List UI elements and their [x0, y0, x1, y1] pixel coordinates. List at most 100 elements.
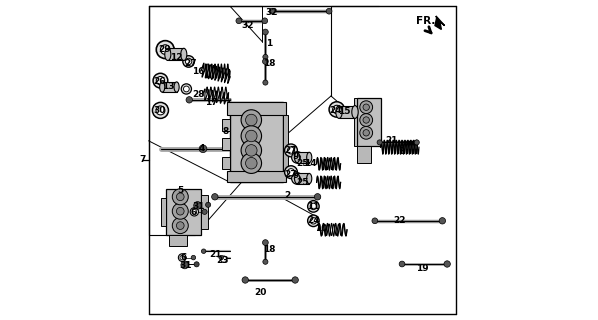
Circle shape — [176, 193, 184, 201]
Text: 27: 27 — [285, 170, 297, 179]
Circle shape — [263, 59, 269, 64]
Circle shape — [329, 102, 344, 117]
Circle shape — [212, 194, 218, 200]
Text: 4: 4 — [198, 144, 205, 153]
Circle shape — [185, 58, 192, 65]
Circle shape — [444, 261, 450, 267]
Text: 24: 24 — [307, 216, 320, 225]
Circle shape — [399, 261, 405, 267]
Text: 7: 7 — [140, 156, 146, 164]
Circle shape — [269, 8, 275, 14]
Text: 2: 2 — [285, 191, 291, 200]
Text: 22: 22 — [393, 216, 406, 225]
Text: 9: 9 — [292, 172, 299, 180]
Circle shape — [178, 254, 186, 261]
Text: 6: 6 — [190, 208, 197, 217]
Ellipse shape — [307, 173, 312, 184]
Text: 9: 9 — [292, 152, 299, 161]
Circle shape — [246, 145, 257, 156]
Ellipse shape — [165, 48, 171, 60]
Ellipse shape — [181, 48, 187, 60]
Circle shape — [285, 144, 297, 157]
Circle shape — [172, 203, 188, 219]
Circle shape — [172, 189, 188, 205]
Text: 19: 19 — [416, 264, 429, 273]
Text: 11: 11 — [307, 202, 320, 211]
Circle shape — [288, 169, 295, 176]
Circle shape — [241, 140, 261, 161]
Text: 27: 27 — [285, 146, 297, 155]
Bar — [222, 157, 230, 169]
Circle shape — [372, 218, 378, 224]
Bar — [162, 82, 176, 92]
Bar — [297, 173, 309, 184]
Circle shape — [194, 262, 199, 267]
Circle shape — [414, 140, 419, 145]
Circle shape — [156, 41, 174, 59]
Circle shape — [180, 255, 184, 260]
Bar — [168, 48, 184, 60]
Circle shape — [246, 157, 257, 169]
Text: 13: 13 — [161, 82, 174, 91]
Text: 31: 31 — [192, 202, 205, 211]
Text: 1: 1 — [267, 39, 273, 48]
Circle shape — [219, 255, 224, 260]
Circle shape — [263, 240, 269, 245]
Text: 10: 10 — [315, 224, 328, 233]
Circle shape — [241, 153, 261, 173]
Bar — [222, 119, 230, 131]
Text: 24: 24 — [329, 106, 342, 115]
Bar — [356, 146, 371, 163]
Circle shape — [152, 102, 169, 118]
Circle shape — [184, 86, 189, 92]
Circle shape — [262, 18, 268, 24]
Circle shape — [246, 114, 257, 126]
Circle shape — [236, 18, 242, 24]
Text: 29: 29 — [158, 45, 171, 54]
Circle shape — [360, 101, 373, 114]
Text: 21: 21 — [386, 136, 398, 145]
Bar — [283, 115, 288, 170]
Circle shape — [202, 249, 206, 253]
Text: 25: 25 — [296, 178, 309, 187]
Bar — [356, 98, 380, 146]
Circle shape — [332, 105, 341, 114]
Text: 6: 6 — [181, 253, 187, 262]
Circle shape — [360, 114, 373, 126]
Circle shape — [206, 202, 210, 207]
Text: 16: 16 — [192, 68, 205, 76]
Circle shape — [363, 117, 370, 123]
Bar — [166, 189, 202, 235]
Text: 23: 23 — [216, 256, 228, 265]
Text: 14: 14 — [304, 159, 316, 168]
Circle shape — [194, 202, 202, 209]
Circle shape — [294, 175, 301, 182]
Circle shape — [172, 218, 188, 234]
Bar — [354, 98, 356, 146]
Circle shape — [176, 207, 184, 215]
Circle shape — [288, 147, 295, 154]
Circle shape — [199, 145, 207, 153]
Circle shape — [363, 130, 370, 136]
Circle shape — [153, 73, 168, 88]
Circle shape — [360, 126, 373, 139]
Circle shape — [176, 222, 184, 229]
Text: 27: 27 — [184, 60, 197, 68]
Circle shape — [263, 80, 268, 85]
Bar — [161, 198, 166, 226]
Text: 3: 3 — [398, 148, 404, 156]
Circle shape — [307, 201, 319, 212]
Bar — [339, 106, 355, 118]
Circle shape — [315, 194, 321, 200]
Text: 15: 15 — [337, 108, 350, 116]
Bar — [227, 102, 286, 115]
Circle shape — [326, 8, 332, 14]
Circle shape — [285, 166, 297, 179]
Circle shape — [186, 97, 193, 103]
Text: 32: 32 — [242, 21, 254, 30]
Text: 32: 32 — [266, 8, 278, 17]
Circle shape — [246, 130, 257, 142]
Text: 31: 31 — [179, 261, 191, 270]
Circle shape — [241, 126, 261, 146]
Circle shape — [181, 261, 188, 269]
